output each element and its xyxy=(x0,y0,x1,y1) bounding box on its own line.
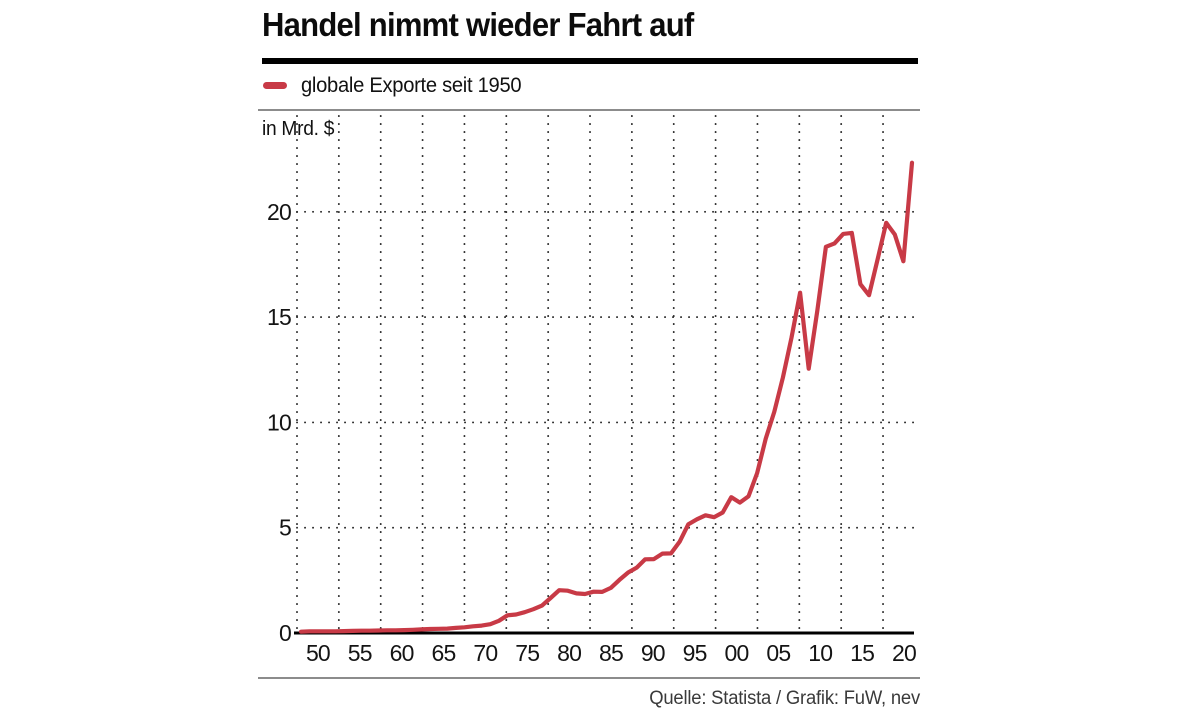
x-tick-label: 50 xyxy=(306,640,330,666)
x-tick-label: 85 xyxy=(599,640,623,666)
x-axis-tick-labels: 50 55 60 65 70 75 80 85 90 95 00 05 10 15 20 xyxy=(306,640,917,666)
x-tick-label: 65 xyxy=(432,640,456,666)
legend-line-swatch xyxy=(263,82,287,89)
y-tick-label: 20 xyxy=(267,199,291,225)
legend-label: globale Exporte seit 1950 xyxy=(301,74,522,97)
x-tick-label: 70 xyxy=(473,640,497,666)
y-axis-tick-labels: 0 5 10 15 20 xyxy=(267,199,292,646)
vertical-gridlines xyxy=(296,115,884,632)
x-tick-label: 90 xyxy=(641,640,665,666)
y-tick-label: 5 xyxy=(279,515,291,541)
x-tick-label: 10 xyxy=(808,640,832,666)
y-tick-label: 15 xyxy=(267,304,291,330)
horizontal-gridlines xyxy=(296,210,920,529)
y-tick-label: 0 xyxy=(279,620,291,646)
x-tick-label: 95 xyxy=(683,640,707,666)
y-axis-unit-label: in Mrd. $ xyxy=(262,118,335,140)
x-tick-label: 00 xyxy=(725,640,749,666)
chart-title: Handel nimmt wieder Fahrt auf xyxy=(262,6,694,43)
x-tick-label: 20 xyxy=(892,640,916,666)
separator-top xyxy=(258,109,920,111)
x-tick-label: 75 xyxy=(515,640,539,666)
source-credit: Quelle: Statista / Grafik: FuW, nev xyxy=(649,688,920,709)
separator-bottom xyxy=(258,677,920,679)
y-tick-label: 10 xyxy=(267,409,291,435)
title-rule xyxy=(262,58,918,64)
x-tick-label: 80 xyxy=(557,640,581,666)
x-tick-label: 15 xyxy=(850,640,874,666)
x-tick-label: 05 xyxy=(766,640,790,666)
x-tick-label: 55 xyxy=(348,640,372,666)
x-tick-label: 60 xyxy=(390,640,414,666)
exports-data-line xyxy=(298,160,915,634)
